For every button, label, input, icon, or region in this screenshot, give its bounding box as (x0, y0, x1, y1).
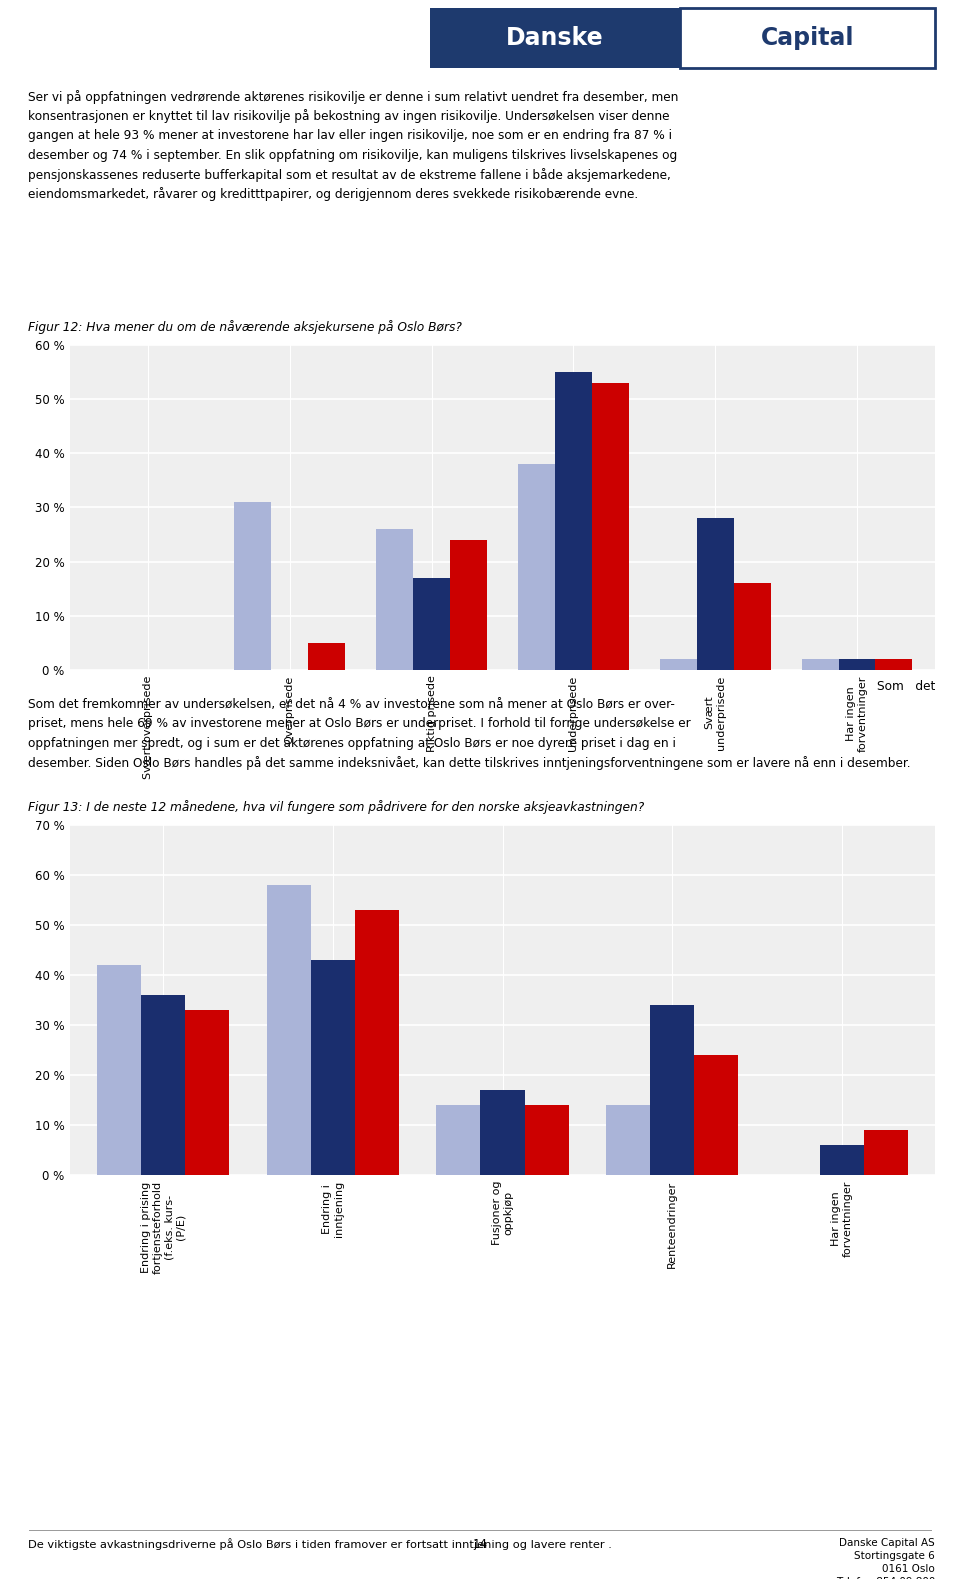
Bar (234, 502, 272, 669)
Bar (437, 1105, 480, 1175)
Bar (697, 518, 733, 669)
Bar (733, 583, 771, 669)
Bar (311, 960, 355, 1175)
Text: eiendomsmarkedet, råvarer og kreditttpapirer, og derigjennom deres svekkede risi: eiendomsmarkedet, råvarer og kreditttpap… (28, 188, 638, 202)
Bar (267, 884, 311, 1175)
Text: Som det fremkommer av undersøkelsen, er det nå 4 % av investorene som nå mener a: Som det fremkommer av undersøkelsen, er … (28, 698, 675, 711)
Text: Danske: Danske (506, 25, 604, 51)
Bar (185, 1011, 229, 1175)
Text: Figur 12: Hva mener du om de nåværende aksjekursene på Oslo Børs?: Figur 12: Hva mener du om de nåværende a… (28, 321, 462, 335)
Bar (524, 1105, 568, 1175)
Text: desember. Siden Oslo Børs handles på det samme indeksnivået, kan dette tilskrive: desember. Siden Oslo Børs handles på det… (28, 756, 910, 771)
Bar (555, 373, 591, 669)
Bar (450, 540, 487, 669)
Bar (802, 658, 839, 669)
Bar (606, 1105, 650, 1175)
Bar (308, 643, 345, 669)
Text: desember og 74 % i september. En slik oppfatning om risikovilje, kan muligens ti: desember og 74 % i september. En slik op… (28, 148, 677, 161)
Bar (141, 995, 185, 1175)
Text: 0161 Oslo: 0161 Oslo (882, 1565, 935, 1574)
Bar (650, 1004, 694, 1175)
Bar (355, 910, 399, 1175)
Bar (864, 1131, 908, 1175)
Text: Telefon 854 09 800: Telefon 854 09 800 (835, 1577, 935, 1579)
Bar (480, 1090, 524, 1175)
Text: pensjonskassenes reduserte bufferkapital som et resultat av de ekstreme fallene : pensjonskassenes reduserte bufferkapital… (28, 167, 671, 182)
Text: gangen at hele 93 % mener at investorene har lav eller ingen risikovilje, noe so: gangen at hele 93 % mener at investorene… (28, 129, 672, 142)
Bar (376, 529, 413, 669)
Text: Figur 13: I de neste 12 månedene, hva vil fungere som pådrivere for den norske a: Figur 13: I de neste 12 månedene, hva vi… (28, 801, 644, 813)
Bar (839, 658, 876, 669)
Text: priset, mens hele 69 % av investorene mener at Oslo Børs er underpriset. I forho: priset, mens hele 69 % av investorene me… (28, 717, 690, 731)
Text: oppfatningen mer spredt, og i sum er det aktørenes oppfatning at Oslo Børs er no: oppfatningen mer spredt, og i sum er det… (28, 737, 676, 750)
Bar (518, 464, 555, 669)
Bar (97, 965, 141, 1175)
Text: Capital: Capital (760, 25, 854, 51)
Bar (660, 658, 697, 669)
Text: Stortingsgate 6: Stortingsgate 6 (854, 1551, 935, 1562)
Bar (413, 578, 450, 669)
Text: Ser vi på oppfatningen vedrørende aktørenes risikovilje er denne i sum relativt : Ser vi på oppfatningen vedrørende aktøre… (28, 90, 679, 104)
Text: 14: 14 (472, 1538, 488, 1551)
Text: Danske Capital AS: Danske Capital AS (839, 1538, 935, 1547)
Bar (876, 658, 912, 669)
Bar (591, 384, 629, 669)
Bar (694, 1055, 738, 1175)
Text: Som   det: Som det (876, 681, 935, 693)
Bar (820, 1145, 864, 1175)
FancyBboxPatch shape (680, 8, 935, 68)
Text: De viktigste avkastningsdriverne på Oslo Børs i tiden framover er fortsatt inntj: De viktigste avkastningsdriverne på Oslo… (28, 1538, 612, 1551)
FancyBboxPatch shape (430, 8, 680, 68)
Text: konsentrasjonen er knyttet til lav risikovilje på bekostning av ingen risikovilj: konsentrasjonen er knyttet til lav risik… (28, 109, 669, 123)
